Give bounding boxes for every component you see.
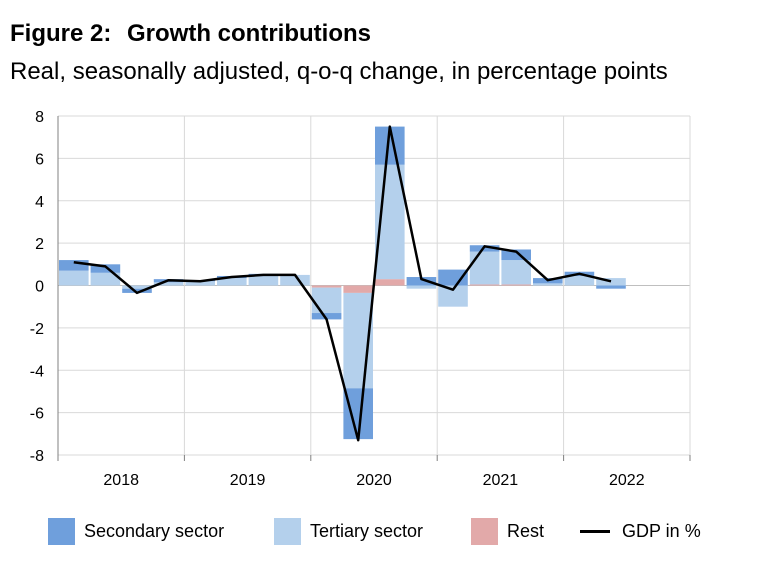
bar-tertiary-sector [280,274,310,286]
figure-label: Figure 2: [10,20,112,47]
bar-tertiary-sector [122,285,152,289]
bar-tertiary-sector [596,278,626,286]
y-tick-label: -8 [30,448,44,465]
bar-tertiary-sector [59,270,89,286]
legend-label-gdp: GDP in % [622,520,701,541]
bar-secondary-sector [596,285,626,289]
bar-tertiary-sector [185,281,215,286]
bar-rest [469,284,500,286]
x-year-label: 2019 [230,472,266,489]
x-year-label: 2022 [609,472,645,489]
chart-title: Figure 2: Growth contributions [10,20,371,48]
figure-title: Growth contributions [127,20,371,47]
bar-tertiary-sector [153,282,184,286]
legend-label-rest: Rest [507,520,545,541]
bar-secondary-sector [90,264,121,273]
bar-tertiary-sector [248,275,279,286]
gdp-line [73,125,612,442]
legend-item-gdp: GDP in % [580,516,701,546]
y-tick-label: -2 [30,321,44,338]
bar-rest [311,285,342,288]
gdp-line-layer [73,125,612,442]
legend-item-secondary: Secondary sector [48,516,224,546]
y-tick-label: 8 [35,109,44,126]
bar-tertiary-sector [217,278,247,286]
bar-tertiary-sector [533,283,563,286]
y-tick-label: 4 [35,194,44,211]
gdp-line-swatch [580,529,610,533]
y-tick-label: 0 [35,279,44,296]
x-year-label: 2021 [483,472,519,489]
bar-tertiary-sector [501,260,531,285]
bar-tertiary-sector [406,285,437,289]
legend-item-rest: Rest [471,516,544,546]
tertiary-swatch [274,517,301,545]
legend-label-tertiary: Tertiary sector [310,520,424,541]
y-tick-label: 2 [35,236,44,253]
bar-tertiary-sector [438,285,468,307]
bar-tertiary-sector [564,275,595,286]
bar-tertiary-sector [90,272,121,286]
x-year-label: 2020 [356,472,392,489]
bars [59,126,626,440]
growth-contributions-chart: 8 6 4 2 0 -2 -4 -6 -8 2018 2019 2020 2021 2022 [30,109,691,489]
legend-label-secondary: Secondary sector [84,520,225,541]
bar-tertiary-sector [469,251,500,285]
tick-labels: 8 6 4 2 0 -2 -4 -6 -8 2018 2019 2020 2021 2022 [30,109,645,489]
legend-item-tertiary: Tertiary sector [274,516,423,546]
legend: Secondary sector Tertiary sector Rest GD… [48,516,758,546]
rest-swatch [471,517,498,545]
bar-tertiary-sector [311,287,342,314]
bar-secondary-sector [311,313,342,320]
bar-rest [343,285,373,293]
axes [57,116,691,461]
bar-secondary-sector [59,260,89,271]
y-tick-label: -6 [30,406,44,423]
x-year-label: 2018 [103,472,139,489]
y-tick-label: -4 [30,363,44,380]
chart-subtitle: Real, seasonally adjusted, q-o-q change,… [10,58,668,85]
bar-secondary-sector [501,249,531,261]
bar-secondary-sector [122,288,152,293]
y-tick-label: 6 [35,151,44,168]
bar-rest [375,279,405,286]
bar-secondary-sector [406,277,437,286]
bar-rest [501,284,531,286]
secondary-swatch [48,517,75,545]
